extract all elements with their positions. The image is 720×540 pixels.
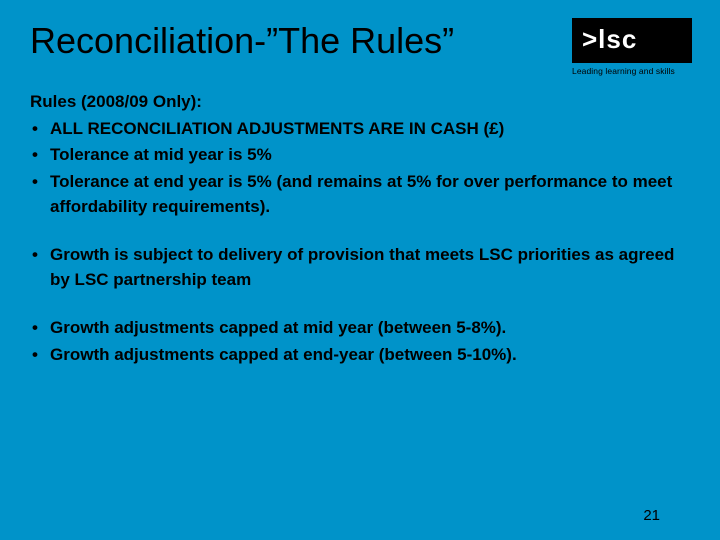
section-heading: Rules (2008/09 Only): bbox=[30, 90, 690, 115]
logo: >lsc Leading learning and skills bbox=[572, 18, 692, 76]
list-item: Tolerance at end year is 5% (and remains… bbox=[30, 170, 690, 219]
page-number: 21 bbox=[643, 507, 660, 524]
list-item: Growth adjustments capped at mid year (b… bbox=[30, 316, 690, 341]
logo-text: >lsc bbox=[582, 24, 637, 55]
list-item: Growth adjustments capped at end-year (b… bbox=[30, 343, 690, 368]
list-item: Growth is subject to delivery of provisi… bbox=[30, 243, 690, 292]
list-item: ALL RECONCILIATION ADJUSTMENTS ARE IN CA… bbox=[30, 117, 690, 142]
slide-content: Rules (2008/09 Only): ALL RECONCILIATION… bbox=[30, 90, 690, 368]
list-item: Tolerance at mid year is 5% bbox=[30, 143, 690, 168]
bullet-group-3: Growth adjustments capped at mid year (b… bbox=[30, 316, 690, 367]
logo-tagline: Leading learning and skills bbox=[572, 66, 692, 76]
logo-mark: >lsc bbox=[572, 18, 692, 63]
bullet-group-1: ALL RECONCILIATION ADJUSTMENTS ARE IN CA… bbox=[30, 117, 690, 220]
slide-container: >lsc Leading learning and skills Reconci… bbox=[0, 0, 720, 540]
bullet-group-2: Growth is subject to delivery of provisi… bbox=[30, 243, 690, 292]
